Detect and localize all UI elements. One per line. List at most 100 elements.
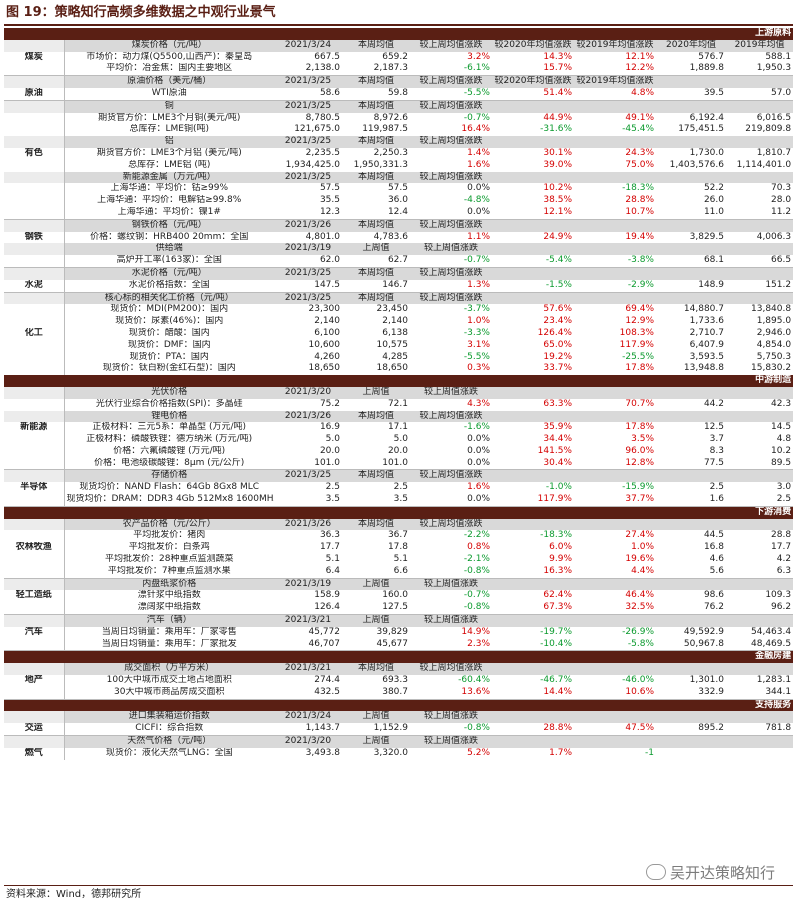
cell-vs-2019: 96.0%	[625, 445, 654, 456]
cell-avg-2020	[656, 100, 726, 113]
cell-category: 水泥	[4, 279, 65, 293]
cell-vs-2019	[574, 663, 656, 676]
cell-latest: 2,138.0	[274, 63, 342, 77]
cell-wow-change: 较上周值涨跌	[410, 711, 492, 724]
cell-prev: 2,250.3	[373, 147, 408, 158]
cell-vs-2019: 32.5%	[574, 602, 656, 616]
cell-latest: 2021/3/21	[274, 663, 342, 676]
cell-vs-2020: 51.4%	[492, 87, 574, 101]
cell-wow-change: 较上周均值涨跌	[410, 171, 492, 184]
cell-category	[4, 398, 65, 411]
cell-prev: 2,140	[382, 316, 408, 327]
cell-vs-2020	[492, 410, 574, 423]
cell-prev: 本周均值	[342, 518, 410, 531]
cell-vs-2019	[574, 100, 656, 113]
cell-avg-2019: 14.5	[771, 422, 792, 433]
cell-category: 地产	[4, 675, 65, 687]
table-row: 煤炭 市场价：动力煤(Q5500,山西产)：秦皇岛 667.5 659.2 3.2% 14…	[4, 51, 793, 64]
table-row: 现货价：尿素(46%)：国内 2,140 2,140 1.0% 23.4% 12.9% 1,…	[4, 316, 793, 328]
cell-avg-2019	[726, 614, 794, 627]
cell-vs-2020	[492, 578, 574, 591]
cell-avg-2020: 1,889.8	[656, 63, 726, 77]
cell-category: 钢铁	[4, 231, 65, 244]
cell-wow-change: 较上周均值涨跌	[410, 39, 492, 52]
cell-category: 半导体	[4, 482, 65, 495]
cell-avg-2020: 2,710.7	[689, 327, 724, 338]
cell-wow-change: 0.0%	[410, 206, 492, 220]
cell-prev: 上周值	[342, 243, 410, 256]
cell-prev: 45,677	[342, 638, 410, 652]
cell-vs-2020: -1.5%	[492, 279, 574, 293]
cell-vs-2019	[574, 735, 656, 748]
cell-prev: 119,987.5	[362, 124, 408, 135]
cell-avg-2019: 1,895.0	[756, 316, 792, 327]
cell-wow-change: -0.7%	[463, 112, 490, 123]
cell-category: 化工	[4, 327, 65, 340]
group-header-row: 铜 2021/3/25 本周均值 较上周均值涨跌	[4, 100, 794, 113]
cell-avg-2020: 1.6	[656, 494, 726, 507]
cell-label: 光伏价格	[64, 386, 274, 399]
cell-avg-2020: 49,592.9	[683, 626, 724, 637]
cell-latest: 2021/3/21	[274, 614, 342, 627]
cell-category	[4, 494, 65, 507]
cell-wow-change: 4.3%	[467, 398, 490, 409]
cell-label: 铝	[64, 136, 274, 148]
bottom-rule	[4, 885, 793, 886]
cell-latest: 2021/3/26	[274, 518, 342, 531]
cell-avg-2019: 2019年均值	[726, 39, 794, 52]
cell-latest: 17.7	[319, 542, 340, 553]
figure-title: 图 19：策略知行高频多维数据之中观行业景气	[6, 5, 276, 20]
cell-prev: 本周均值	[342, 100, 410, 113]
cell-wow-change: 较上周值涨跌	[410, 578, 492, 591]
cell-latest: 23,300	[308, 304, 341, 315]
cell-label: 高炉开工率(163家)：全国	[64, 255, 274, 268]
cell-latest: 4,260	[314, 351, 340, 362]
cell-latest: 2021/3/25	[274, 100, 342, 113]
cell-avg-2020: 98.6	[703, 590, 724, 601]
cell-wow-change: -6.1%	[410, 63, 492, 77]
cell-avg-2019: 4,006.3	[756, 231, 792, 242]
cell-avg-2020: 26.0	[703, 195, 724, 206]
cell-label: 煤炭价格（元/吨）	[64, 39, 274, 52]
cell-label: 水泥价格指数：全国	[64, 279, 274, 293]
cell-vs-2019	[574, 136, 656, 148]
cell-vs-2020: 67.3%	[492, 602, 574, 616]
cell-prev: 3,320.0	[373, 747, 408, 758]
cell-prev: 5.1	[393, 554, 408, 565]
cell-wow-change: 较上周均值涨跌	[410, 267, 492, 280]
cell-category	[4, 565, 65, 579]
group-header-row: 水泥价格（元/吨） 2021/3/25 本周均值 较上周均值涨跌	[4, 267, 794, 280]
cell-latest: 121,675.0	[294, 124, 340, 135]
cell-label: 锂电价格	[64, 410, 274, 423]
cell-label: 平均批发价：猪肉	[133, 530, 206, 541]
cell-latest: 158.9	[314, 590, 340, 601]
cell-avg-2020: 3.7	[709, 434, 724, 445]
table-row: 交运 CICFI：综合指数 1,143.7 1,152.9 -0.8% 28.8% 47.5…	[4, 723, 794, 737]
cell-vs-2020: 10.2%	[543, 183, 572, 194]
cell-wow-change: -0.8%	[410, 723, 492, 737]
table-row: 上海华通：平均价：镍1# 12.3 12.4 0.0% 12.1% 10.7% 11.0 11…	[4, 206, 794, 220]
cell-avg-2019: 2,946.0	[756, 327, 792, 338]
table-row: 平均批发价：7种重点监测水果 6.4 6.6 -0.8% 16.3% 4.4% 5.6 6.3	[4, 565, 794, 579]
cell-prev: 18,650	[376, 363, 409, 374]
cell-avg-2020	[656, 75, 726, 88]
cell-avg-2019: 15,830.2	[751, 363, 792, 374]
cell-label: 新能源金属（万元/吨）	[64, 171, 274, 184]
cell-latest: 46,707	[274, 638, 342, 652]
cell-avg-2019	[726, 171, 794, 184]
table-row: 30大中城市商品房成交面积 432.5 380.7 13.6% 14.4% 10.6% 33…	[4, 686, 794, 700]
cell-vs-2020	[492, 614, 574, 627]
section-title: 下游消费	[4, 506, 794, 519]
cell-vs-2019	[574, 267, 656, 280]
group-header-row: 钢铁价格（元/吨） 2021/3/26 本周均值 较上周均值涨跌	[4, 219, 794, 232]
cell-category	[4, 183, 65, 196]
cell-avg-2020: 1,733.6	[689, 316, 724, 327]
cell-avg-2020: 4.6	[709, 554, 724, 565]
cell-avg-2020: 175,451.5	[678, 124, 724, 135]
cell-vs-2020: 39.0%	[543, 159, 572, 170]
cell-latest: 2021/3/25	[274, 267, 342, 280]
cell-avg-2019	[726, 219, 794, 232]
cell-prev: 57.5	[387, 183, 408, 194]
cell-latest: 45,772	[308, 626, 341, 637]
cell-label: 价格：六氟磷酸锂 (万元/吨)	[113, 445, 226, 456]
